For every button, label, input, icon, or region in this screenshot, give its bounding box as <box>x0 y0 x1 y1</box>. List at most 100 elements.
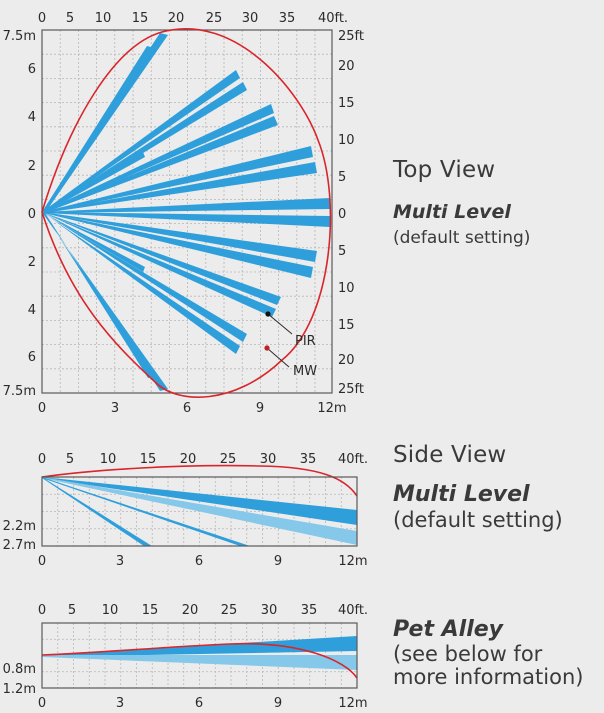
m-side-label: 4 <box>28 110 36 125</box>
pir-beam-mid <box>42 477 250 546</box>
ft-tick-label: 10 <box>102 603 119 618</box>
pir-beam <box>42 212 330 227</box>
ft-tick-label: 40ft. <box>338 603 368 618</box>
mw-coverage-outline <box>41 464 358 497</box>
side-view-frame <box>41 476 358 547</box>
side-view-plot: 0 5 10 15 20 25 30 35 40ft. 2.2m 2.7m 0 … <box>3 452 368 569</box>
m-tick-label: 9 <box>274 696 282 711</box>
ft-tick-label: 20 <box>168 11 185 26</box>
pir-beam <box>42 212 247 342</box>
ft-tick-label: 30 <box>261 603 278 618</box>
pir-callout-line <box>267 313 293 335</box>
pir-beam <box>42 212 168 391</box>
m-tick-label: 3 <box>116 696 124 711</box>
top-view-m-bottom-scale: 0 3 6 9 12m <box>38 401 347 416</box>
pir-callout-dot <box>265 311 271 317</box>
m-tick-label: 9 <box>274 554 282 569</box>
m-tick-label: 3 <box>111 401 119 416</box>
pet-alley-m-side-scale: 0.8m 1.2m <box>3 662 36 697</box>
pet-alley-plot: 0 5 10 15 20 25 30 35 40ft. 0.8m 1.2m 0 … <box>3 603 368 711</box>
ft-tick-label: 5 <box>66 11 74 26</box>
ft-tick-label: 40ft. <box>338 452 368 467</box>
top-view-pir-beams <box>42 33 330 391</box>
pet-alley-ft-scale: 0 5 10 15 20 25 30 35 40ft. <box>38 603 368 618</box>
m-side-label: 2 <box>28 159 36 174</box>
ft-tick-label: 0 <box>38 11 46 26</box>
m-tick-label: 0 <box>38 696 46 711</box>
ft-tick-label: 25 <box>206 11 223 26</box>
m-side-label: 2.7m <box>3 538 36 553</box>
pet-alley-mode: Pet Alley <box>393 617 503 642</box>
m-side-label: 0 <box>28 207 36 222</box>
ft-tick-label: 35 <box>301 603 318 618</box>
pir-beam <box>42 116 278 213</box>
pir-beam <box>42 212 276 317</box>
top-view-title: Top View <box>393 157 496 183</box>
ft-side-label: 20 <box>338 59 355 74</box>
ft-tick-label: 15 <box>142 603 159 618</box>
side-view-m-side-scale: 2.2m 2.7m <box>3 519 36 553</box>
top-view-setting: (default setting) <box>393 228 531 248</box>
m-side-label: 7.5m <box>3 29 36 44</box>
m-tick-label: 0 <box>38 554 46 569</box>
top-view-mode: Multi Level <box>393 201 511 223</box>
m-tick-label: 12m <box>317 401 346 416</box>
ft-side-label: 15 <box>338 96 355 111</box>
top-view-ft-side-scale: 25ft 20 15 10 5 0 5 10 15 20 25ft <box>338 29 364 397</box>
m-tick-label: 6 <box>195 554 203 569</box>
m-tick-label: 3 <box>116 554 124 569</box>
mw-callout-dot <box>264 345 270 351</box>
pet-alley-m-bottom-scale: 0 3 6 9 12m <box>38 696 368 711</box>
pir-beam <box>42 146 313 213</box>
top-view-ft-scale: 0 5 10 15 20 25 30 35 40ft. <box>38 11 348 26</box>
pir-beam <box>42 46 154 213</box>
pir-beam <box>42 212 240 354</box>
pir-beam <box>42 82 247 213</box>
ft-tick-label: 25 <box>220 452 237 467</box>
mw-coverage-outline <box>41 28 332 398</box>
pir-beam <box>42 212 313 278</box>
m-tick-label: 6 <box>183 401 191 416</box>
pir-beam-upper <box>42 636 357 657</box>
pir-beam <box>42 212 281 305</box>
pir-beam <box>42 70 240 213</box>
m-side-label: 6 <box>28 62 36 77</box>
top-view-m-side-scale: 7.5m 6 4 2 0 2 4 6 7.5m <box>3 29 36 399</box>
pir-beam-long <box>42 477 357 525</box>
m-side-label: 2 <box>28 255 36 270</box>
m-tick-label: 0 <box>38 401 46 416</box>
side-view-setting: (default setting) <box>393 508 563 532</box>
pet-alley-frame <box>41 622 358 689</box>
ft-tick-label: 35 <box>300 452 317 467</box>
top-view-grid <box>42 30 332 393</box>
side-view-beams <box>42 477 357 546</box>
pir-beam-long-lower <box>42 477 357 545</box>
ft-tick-label: 25 <box>221 603 238 618</box>
side-view-mode: Multi Level <box>393 482 530 507</box>
pir-beam <box>42 162 317 213</box>
ft-side-label: 5 <box>338 170 346 185</box>
pir-beam-short <box>42 477 152 546</box>
m-side-label: 0.8m <box>3 662 36 677</box>
pet-alley-note-line2: more information) <box>393 665 584 689</box>
ft-tick-label: 15 <box>132 11 149 26</box>
mw-coverage-outline <box>41 642 358 679</box>
pir-beam <box>42 212 145 272</box>
ft-side-label: 25ft <box>338 29 364 44</box>
m-tick-label: 12m <box>338 554 367 569</box>
pir-label: PIR <box>295 334 316 349</box>
pir-beam <box>42 104 274 213</box>
m-tick-label: 12m <box>338 696 367 711</box>
ft-side-label: 0 <box>338 207 346 222</box>
pet-alley-beams <box>42 636 357 670</box>
m-tick-label: 6 <box>195 696 203 711</box>
ft-side-label: 5 <box>338 244 346 259</box>
m-side-label: 7.5m <box>3 384 36 399</box>
side-view-title: Side View <box>393 442 507 468</box>
ft-tick-label: 5 <box>68 603 76 618</box>
ft-tick-label: 0 <box>38 603 46 618</box>
ft-tick-label: 30 <box>260 452 277 467</box>
ft-side-label: 25ft <box>338 382 364 397</box>
ft-side-label: 10 <box>338 133 355 148</box>
pir-beam <box>42 152 145 213</box>
